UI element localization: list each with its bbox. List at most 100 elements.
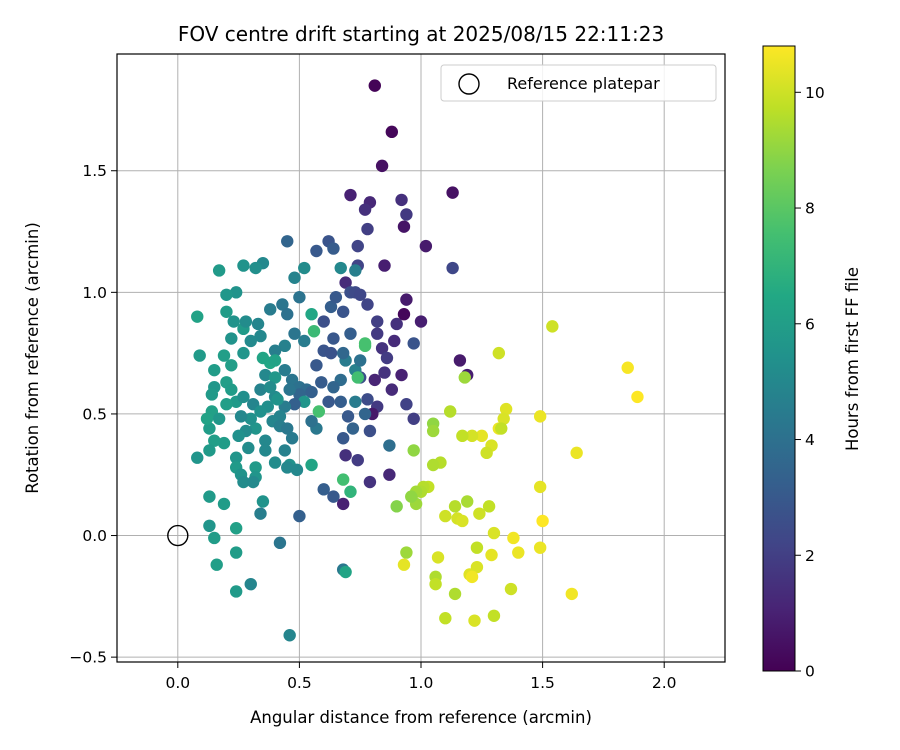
- data-point: [492, 346, 506, 360]
- colorbar-tick-label: 6: [805, 315, 815, 333]
- data-point: [487, 526, 501, 540]
- data-point: [375, 159, 389, 173]
- data-point: [298, 395, 311, 408]
- grid-lines: [117, 54, 725, 662]
- data-point: [229, 522, 243, 535]
- data-point: [397, 558, 411, 571]
- data-point: [336, 432, 350, 445]
- data-point: [229, 451, 243, 464]
- data-point: [256, 351, 270, 365]
- data-point: [288, 327, 301, 340]
- data-point: [278, 339, 292, 353]
- legend-box: [440, 64, 717, 102]
- data-point: [397, 220, 411, 233]
- data-point: [341, 410, 355, 423]
- data-point: [203, 444, 216, 457]
- data-point: [395, 368, 408, 382]
- data-point: [361, 222, 374, 236]
- data-point: [256, 495, 270, 508]
- data-point: [536, 514, 549, 528]
- data-point: [363, 475, 377, 489]
- data-point: [465, 570, 479, 584]
- data-point: [465, 429, 479, 443]
- data-point: [375, 342, 389, 355]
- x-axis-label: Angular distance from reference (arcmin): [250, 708, 592, 727]
- data-point: [504, 582, 518, 596]
- data-point: [336, 473, 350, 486]
- data-point: [497, 412, 510, 425]
- data-point: [495, 422, 508, 435]
- colorbar-tick-label: 4: [805, 431, 815, 449]
- data-point: [298, 261, 311, 275]
- data-point: [305, 385, 318, 399]
- data-point: [461, 495, 474, 508]
- data-point: [310, 359, 323, 372]
- data-point: [259, 434, 272, 447]
- data-point: [487, 609, 501, 622]
- data-point: [448, 587, 462, 601]
- data-point: [371, 315, 384, 328]
- data-point: [383, 439, 396, 452]
- data-point: [281, 235, 294, 248]
- data-point: [351, 453, 364, 467]
- y-tick-label: −0.5: [69, 649, 107, 667]
- data-point: [217, 497, 231, 511]
- data-point: [361, 298, 374, 311]
- data-point: [400, 208, 413, 221]
- data-point: [400, 293, 413, 306]
- data-point: [324, 346, 338, 360]
- data-point: [336, 497, 350, 511]
- data-point: [533, 410, 547, 423]
- data-point: [217, 349, 231, 362]
- data-point: [203, 519, 216, 533]
- data-point: [351, 239, 364, 253]
- colorbar-gradient: [762, 45, 796, 672]
- data-point: [254, 507, 267, 520]
- colorbar-tick-label: 2: [805, 547, 815, 565]
- data-point: [456, 429, 469, 443]
- data-point: [288, 271, 301, 284]
- data-point: [358, 203, 372, 216]
- data-point: [400, 398, 413, 411]
- data-point: [336, 346, 350, 360]
- data-point: [368, 79, 381, 92]
- data-point: [268, 456, 282, 469]
- data-point: [426, 424, 440, 438]
- data-point: [317, 483, 330, 496]
- data-point: [264, 303, 277, 316]
- data-point: [339, 449, 352, 462]
- x-tick-label: 1.5: [530, 674, 555, 692]
- data-point: [354, 288, 367, 301]
- data-point: [208, 363, 221, 377]
- data-point: [288, 398, 301, 411]
- data-point: [499, 402, 513, 416]
- data-point: [380, 351, 394, 365]
- data-point: [227, 315, 240, 328]
- data-point: [407, 444, 420, 457]
- y-axis-label: Rotation from reference (arcmin): [23, 222, 42, 494]
- data-point: [446, 261, 459, 275]
- data-point: [397, 308, 411, 321]
- data-point: [220, 288, 233, 301]
- y-tick-label: 1.0: [82, 284, 107, 302]
- data-point: [225, 359, 238, 372]
- data-point: [249, 461, 262, 474]
- data-point: [249, 261, 262, 275]
- data-point: [480, 446, 493, 460]
- data-point: [385, 383, 399, 396]
- x-tick-label: 1.0: [409, 674, 434, 692]
- data-point: [237, 475, 250, 489]
- data-point: [456, 514, 469, 528]
- data-point: [400, 546, 413, 559]
- data-point: [212, 412, 226, 425]
- data-point: [344, 327, 357, 340]
- data-point: [327, 332, 340, 345]
- data-point: [453, 354, 467, 367]
- data-point: [363, 424, 377, 438]
- data-point: [351, 371, 364, 384]
- data-point: [229, 286, 243, 299]
- data-point: [225, 383, 238, 396]
- data-point: [443, 405, 457, 418]
- data-point: [268, 354, 282, 367]
- data-point: [200, 412, 214, 425]
